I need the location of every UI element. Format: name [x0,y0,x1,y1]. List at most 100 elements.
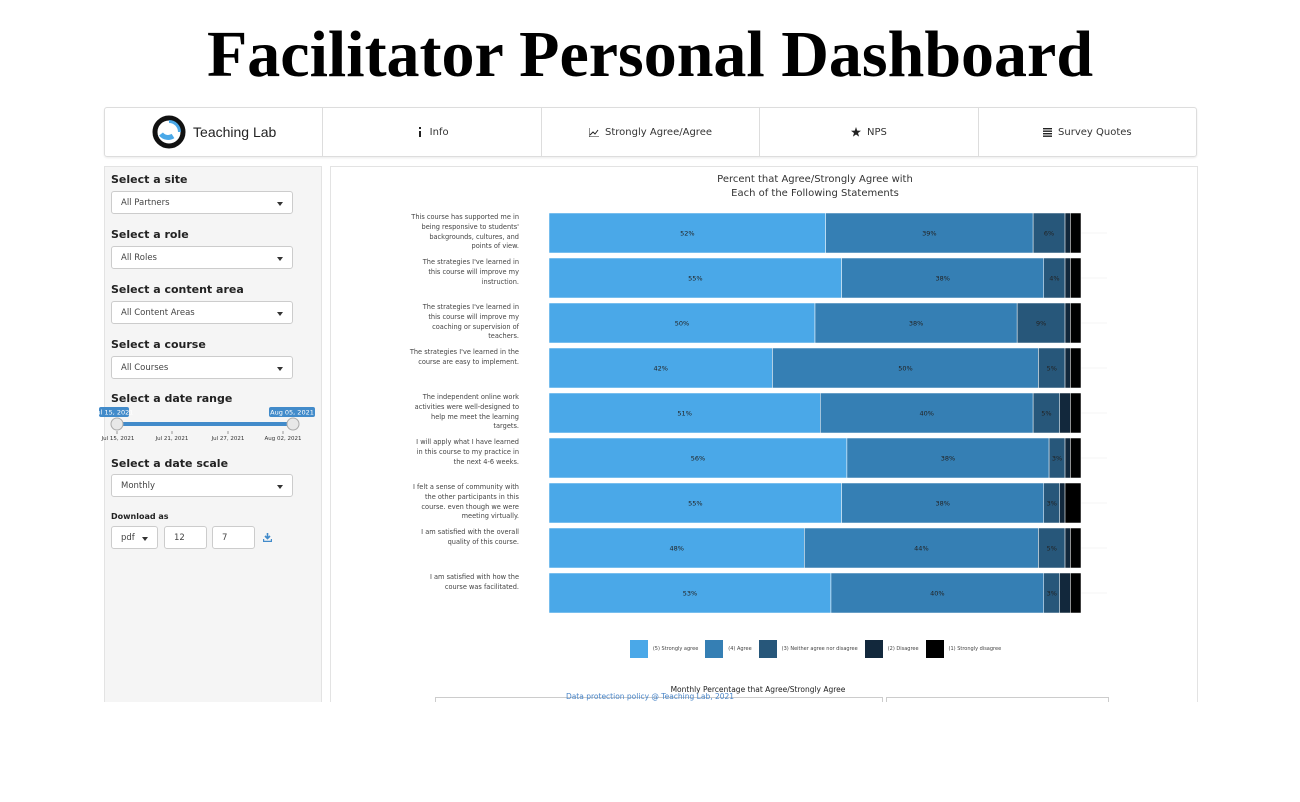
bar-segment [548,572,832,614]
bar-segment [1059,392,1071,434]
bar-segment [548,347,773,389]
data-label: 55% [688,275,702,283]
tab-label: Survey Quotes [1058,126,1132,138]
data-label: 5% [1041,410,1051,418]
bar-segment [548,482,842,524]
bar-segment [548,212,826,254]
category-label: I am satisfied with the overall quality … [421,528,519,546]
filter-label: Select a site [111,173,188,186]
data-label: 3% [1052,455,1062,463]
bar-segment [1064,527,1071,569]
bar-segment [841,482,1045,524]
category-label: The strategies I've learned in this cour… [422,303,519,341]
data-label: 52% [680,230,694,238]
select[interactable]: All Courses [111,356,293,379]
bar-segment [1070,302,1082,344]
category-label: The strategies I've learned in the cours… [409,348,519,366]
legend-swatch [757,639,778,659]
format-select[interactable]: pdf [111,526,158,549]
footer: Data protection policy @ Teaching Lab, 2… [0,692,1300,701]
category-label: I am satisfied with how the course was f… [429,573,519,591]
select-value: All Roles [121,253,157,263]
nav-tab[interactable]: Strongly Agree/Agree [542,108,761,156]
data-label: 5% [1047,365,1057,373]
bar-segment [1038,347,1066,389]
footer-link[interactable]: Data protection policy [565,692,650,701]
filter-label: Select a date range [111,392,233,405]
data-label: 38% [909,320,923,328]
data-label: 38% [935,275,949,283]
bar-segment [1064,257,1071,299]
legend-item: (5) Strongly agree [628,639,699,659]
logo [152,115,186,149]
brand-cell[interactable]: Teaching Lab [105,108,324,156]
chart-frame [435,697,883,702]
date-slider[interactable]: Jul 15, 2021 Aug 05, 2021 Jul 15, 2021 J… [97,405,321,445]
bar-segment [1070,572,1082,614]
second-chart-title: Monthly Percentage that Agree/Strongly A… [670,685,846,694]
chart-icon [589,127,600,137]
bar-segment [1070,437,1082,479]
data-label: 51% [677,410,691,418]
download-icon[interactable] [263,533,272,542]
width-input[interactable]: 12 [164,526,207,549]
height-input[interactable]: 7 [212,526,255,549]
legend-label: (5) Strongly agree [652,646,699,652]
nav-tab[interactable]: Info [323,108,542,156]
legend-label: (2) Disagree [887,646,919,652]
bar-segment [1070,392,1082,434]
data-label: 9% [1036,320,1046,328]
legend-item: (3) Neither agree nor disagree [757,639,858,659]
bar-segment [1064,212,1071,254]
bar-segment [548,527,805,569]
legend-swatch [863,639,884,659]
data-label: 39% [922,230,936,238]
select[interactable]: All Partners [111,191,293,214]
chart-frame [886,697,1109,702]
input-value: 12 [174,533,185,543]
legend-label: (3) Neither agree nor disagree [781,646,858,652]
select-value: pdf [121,533,135,543]
slider-tick: Jul 15, 2021 [101,436,135,442]
slider-tick: Jul 27, 2021 [211,436,245,442]
data-label: 38% [935,500,949,508]
select-value: Monthly [121,481,156,491]
nav-tab[interactable]: Survey Quotes [979,108,1196,156]
legend-item: (1) Strongly disagree [924,639,1001,659]
data-label: 50% [898,365,912,373]
data-label: 5% [1047,545,1057,553]
category-label: I will apply what I have learned in this… [416,438,519,466]
data-label: 40% [919,410,933,418]
bar-segment [548,302,816,344]
bar-segment [1032,212,1066,254]
footer-copyright: @ Teaching Lab, 2021 [651,692,735,701]
download-label: Download as [111,512,169,521]
slider-tick: Aug 02, 2021 [265,436,302,442]
select-value: All Partners [121,198,170,208]
brand-name: Teaching Lab [193,124,277,140]
bar-segment [548,257,842,299]
category-label: The strategies I've learned in this cour… [422,258,519,286]
legend-item: (2) Disagree [863,639,919,659]
select[interactable]: Monthly [111,474,293,497]
input-value: 7 [222,533,228,543]
bar-segment [1064,482,1082,524]
data-label: 40% [930,590,944,598]
select[interactable]: All Content Areas [111,301,293,324]
sidebar: Select a site All Partners Select a role… [97,166,322,702]
slider-start: Jul 15, 2021 [97,409,133,417]
legend-swatch [628,639,649,659]
bar-segment [820,392,1034,434]
select[interactable]: All Roles [111,246,293,269]
legend-label: (4) Agree [728,646,752,652]
select-value: All Courses [121,363,169,373]
chart-title: Percent that Agree/Strongly Agree with E… [717,174,913,199]
data-label: 53% [683,590,697,598]
bar-segment [1059,482,1066,524]
select-value: All Content Areas [121,308,195,318]
bar-segment [1070,347,1082,389]
filter-label: Select a role [111,228,189,241]
nav-tab[interactable]: NPS [760,108,979,156]
bar-segment [804,527,1039,569]
data-label: 3% [1047,590,1057,598]
